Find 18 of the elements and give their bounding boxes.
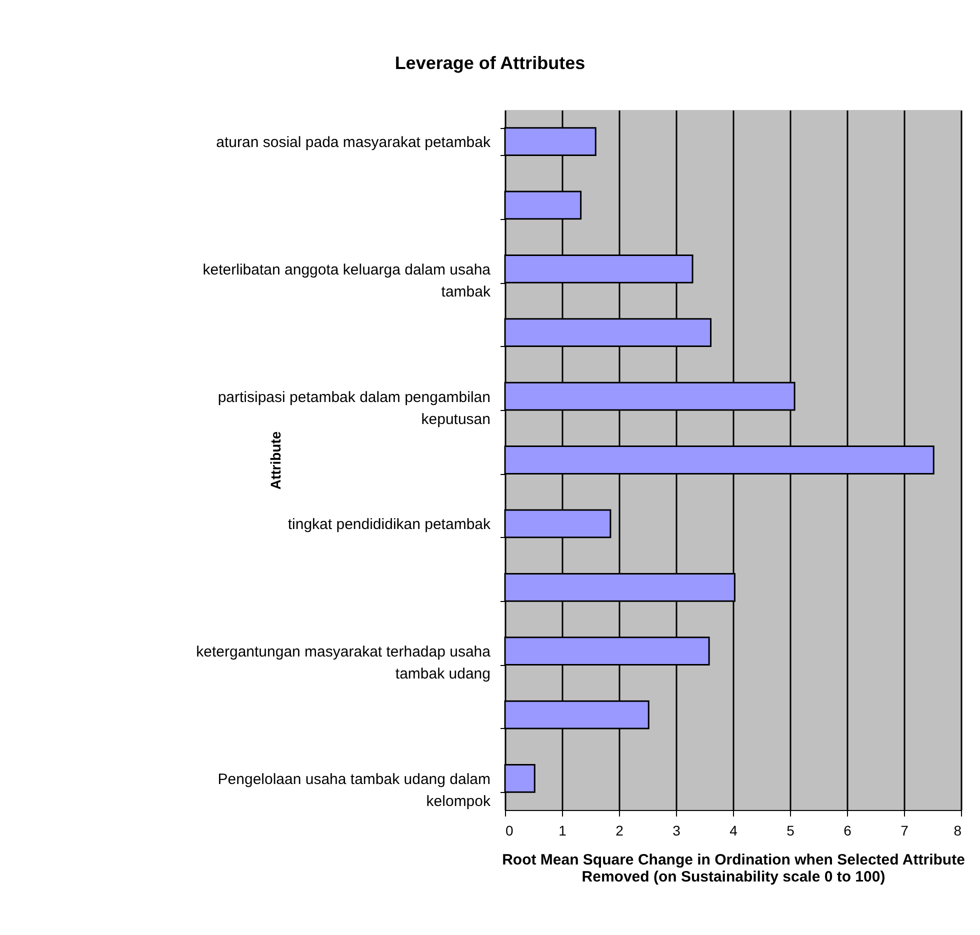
y-tick-label: partisipasi petambak dalam pengambilan keputusan [218,388,490,428]
x-axis-title: Root Mean Square Change in Ordination when Selected Attribute Removed (on Sustainability scale 0 to 100) [502,852,965,886]
x-tick-label: 0 [506,822,514,838]
y-tick-label: ketergantungan masyarakat terhadap usaha tambak udang [196,644,492,683]
y-tick-label: aturan sosial pada masyarakat petambak [216,134,491,152]
y-tick-label: tingkat pendididikan petambak [288,516,491,534]
x-tick-label: 3 [672,822,681,838]
y-tick-label: Pengelolaan usaha tambak udang dalam kelompok [218,770,491,810]
x-tick-label: 7 [900,822,909,838]
y-axis-title: Attribute [268,431,284,490]
x-tick-label: 8 [954,822,962,838]
x-tick-label: 1 [558,822,567,838]
chart-title: Leverage of Attributes [394,53,586,73]
x-tick-label: 5 [786,822,795,838]
y-tick-label: keterlibatan anggota keluarga dalam usaha tambak [202,261,492,300]
x-tick-label: 6 [844,822,852,838]
x-tick-label: 4 [730,822,738,838]
x-tick-label: 2 [616,822,624,838]
